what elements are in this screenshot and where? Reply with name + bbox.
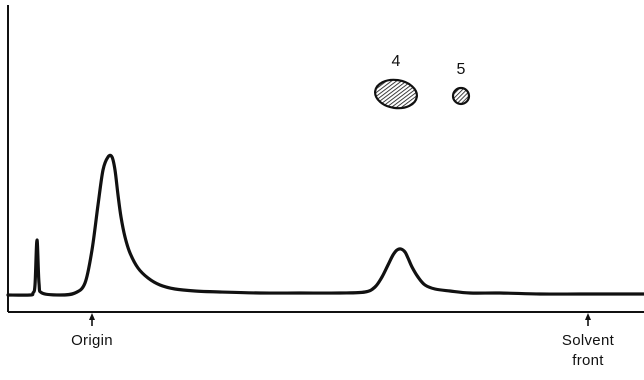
spot-4 (374, 78, 418, 110)
spot-label-5: 5 (457, 61, 466, 78)
densitometer-trace-0 (6, 153, 644, 297)
origin-annotation: Origin (71, 313, 113, 349)
solvent-front-label-line-0: Solvent (562, 332, 615, 349)
origin-arrow-head (89, 313, 95, 320)
solvent-front-arrow-head (585, 313, 591, 320)
solvent-front-annotation: Solvent front (562, 313, 615, 369)
spot-label-4: 4 (392, 53, 401, 70)
solvent-front-label-line-1: front (572, 352, 604, 369)
spot-5 (451, 86, 471, 106)
origin-label-line-0: Origin (71, 332, 113, 349)
